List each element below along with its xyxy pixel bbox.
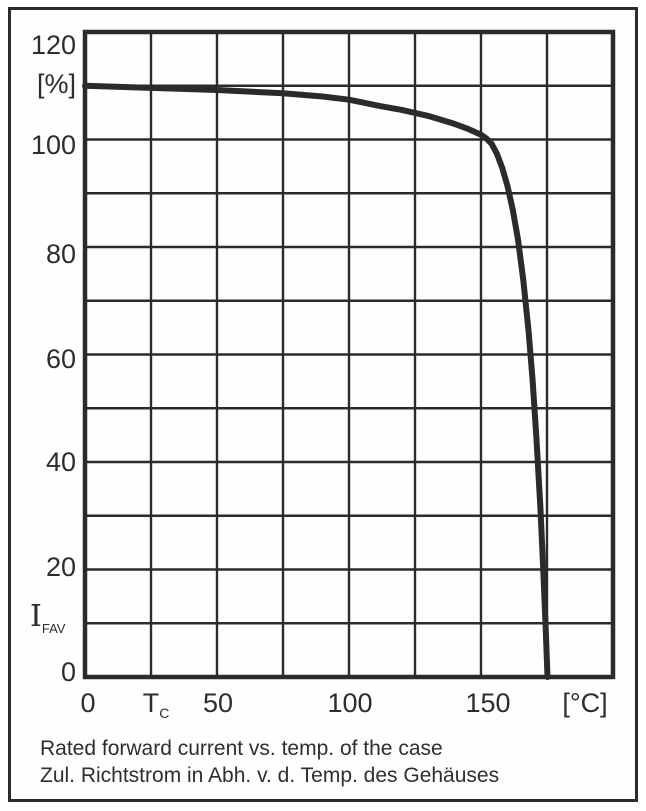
y-tick-80: 80 bbox=[45, 239, 76, 269]
plot-border bbox=[82, 29, 616, 680]
figure-caption-german: Zul. Richtstrom in Abh. v. d. Temp. des … bbox=[40, 764, 500, 787]
y-tick-40: 40 bbox=[45, 447, 76, 477]
y-tick-100: 100 bbox=[30, 130, 76, 160]
y-tick-120: 120 bbox=[30, 30, 76, 60]
x-tick-100: 100 bbox=[327, 688, 373, 718]
x-tick-0: 0 bbox=[80, 688, 96, 718]
x-axis-unit: [°C] bbox=[562, 688, 608, 718]
y-tick-0: 0 bbox=[60, 657, 76, 687]
y-axis-unit: [%] bbox=[36, 69, 76, 99]
x-axis-quantity-label: TC bbox=[142, 688, 170, 721]
derating-curve bbox=[82, 82, 551, 680]
y-tick-60: 60 bbox=[45, 344, 76, 374]
figure-caption-english: Rated forward current vs. temp. of the c… bbox=[40, 737, 443, 760]
y-axis-quantity-label: IFAV bbox=[30, 599, 66, 636]
x-tick-150: 150 bbox=[465, 688, 511, 718]
y-tick-20: 20 bbox=[45, 552, 76, 582]
x-tick-50: 50 bbox=[202, 688, 234, 718]
grid-lines bbox=[83, 30, 615, 679]
